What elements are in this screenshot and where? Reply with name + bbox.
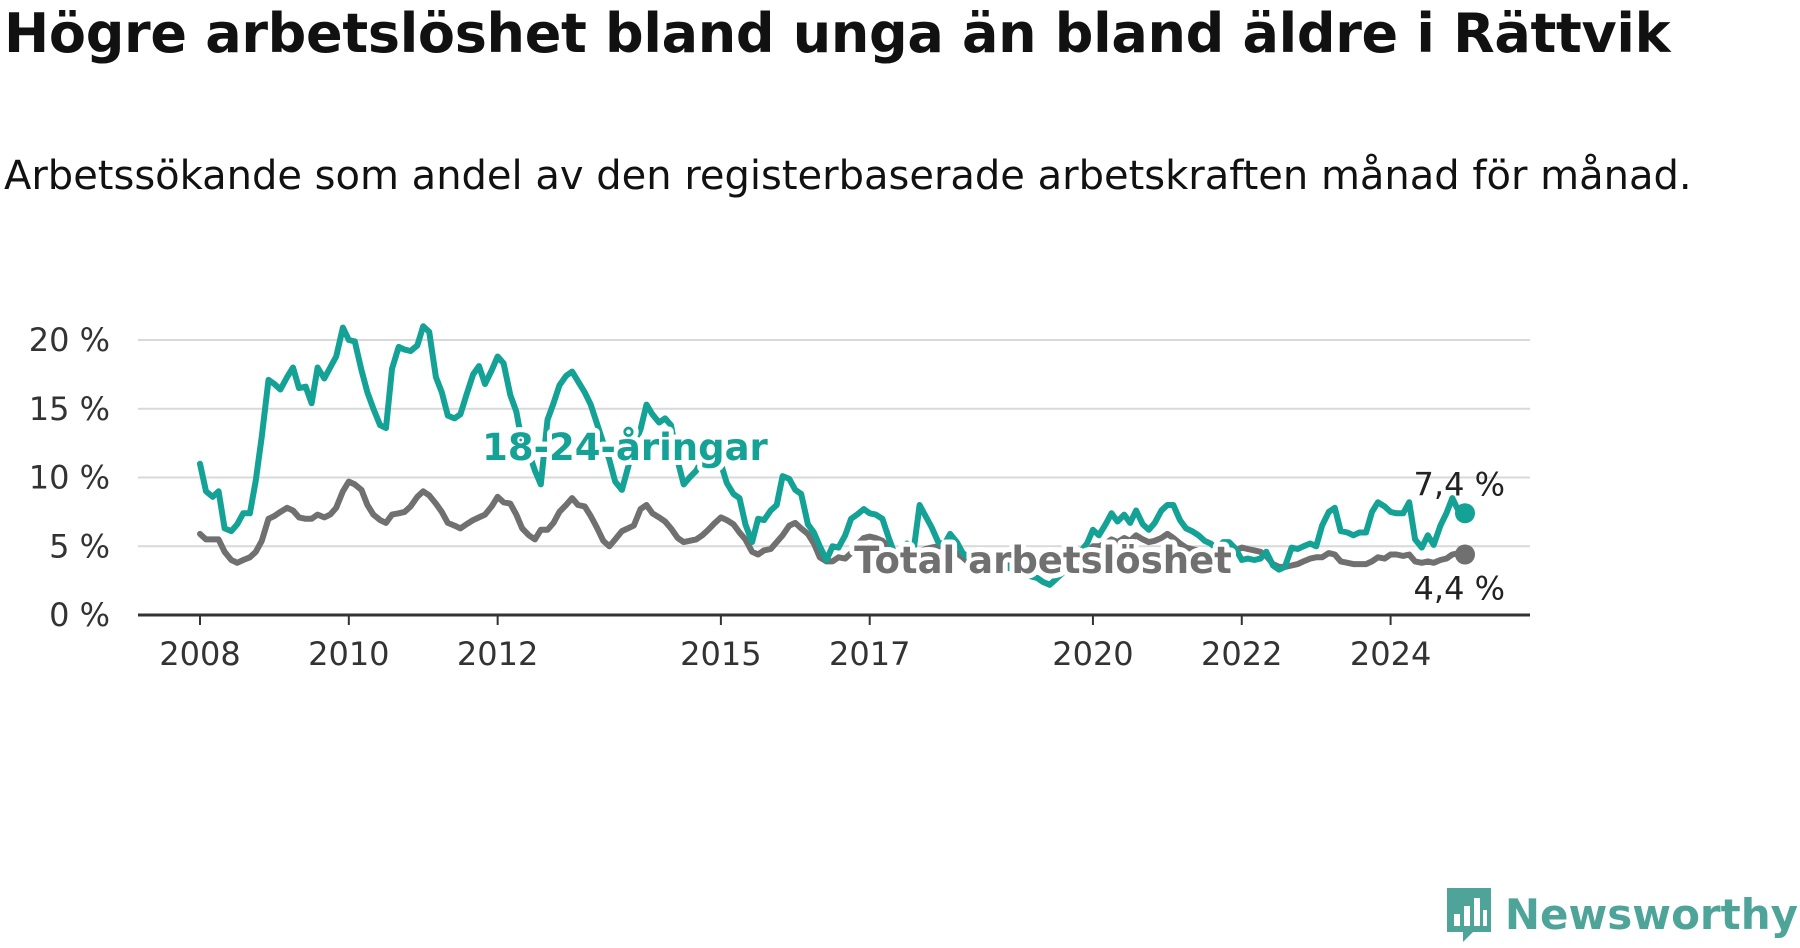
line-chart: 0 %5 %10 %15 %20 % 2008 2010 2012 2015 2017 2… (29, 321, 1530, 673)
series-name-youth-halo: 18-24-åringar (482, 426, 768, 469)
newsworthy-brand: Newsworthy (1443, 882, 1798, 946)
chart-title: Högre arbetslöshet bland unga än bland ä… (4, 2, 1671, 65)
y-axis-ticks: 0 % 5 % 10 % 15 % 20 % (29, 321, 110, 634)
y-tick-label: 0 % (49, 596, 110, 634)
end-label-youth: 7,4 % (1414, 465, 1505, 503)
brand-name: Newsworthy (1504, 889, 1798, 939)
series-end-marker-1 (1455, 544, 1475, 565)
series-end-marker-0 (1455, 503, 1475, 524)
x-axis-ticks: 2008 2010 2012 2015 2017 2020 2022 2024 (159, 615, 1431, 673)
series-name-total: Total arbetslöshet (854, 539, 1232, 582)
x-tick-label: 2010 (308, 635, 389, 673)
x-tick-label: 2022 (1201, 635, 1282, 673)
series-line-1 (197, 478, 1468, 576)
x-tick-label: 2020 (1052, 635, 1133, 673)
x-tick-label: 2024 (1350, 635, 1431, 673)
x-tick-label: 2012 (457, 635, 538, 673)
series-name-youth: 18-24-åringar (482, 426, 768, 469)
y-tick-label: 15 % (29, 390, 110, 428)
y-tick-label: 5 % (49, 527, 110, 565)
y-tick-label: 10 % (29, 459, 110, 497)
series-name-total-halo: Total arbetslöshet (854, 539, 1232, 582)
y-tick-label: 20 % (29, 321, 110, 359)
series-lines (197, 323, 1475, 588)
gridlines (138, 339, 1530, 617)
end-label-total: 4,4 % (1414, 570, 1505, 608)
x-tick-label: 2015 (680, 635, 761, 673)
x-tick-label: 2017 (829, 635, 910, 673)
x-tick-label: 2008 (159, 635, 240, 673)
chart-subtitle: Arbetssökande som andel av den registerb… (4, 153, 1692, 199)
series-line-0 (197, 323, 1468, 588)
bar-chart-speech-bubble-icon (1446, 888, 1491, 942)
